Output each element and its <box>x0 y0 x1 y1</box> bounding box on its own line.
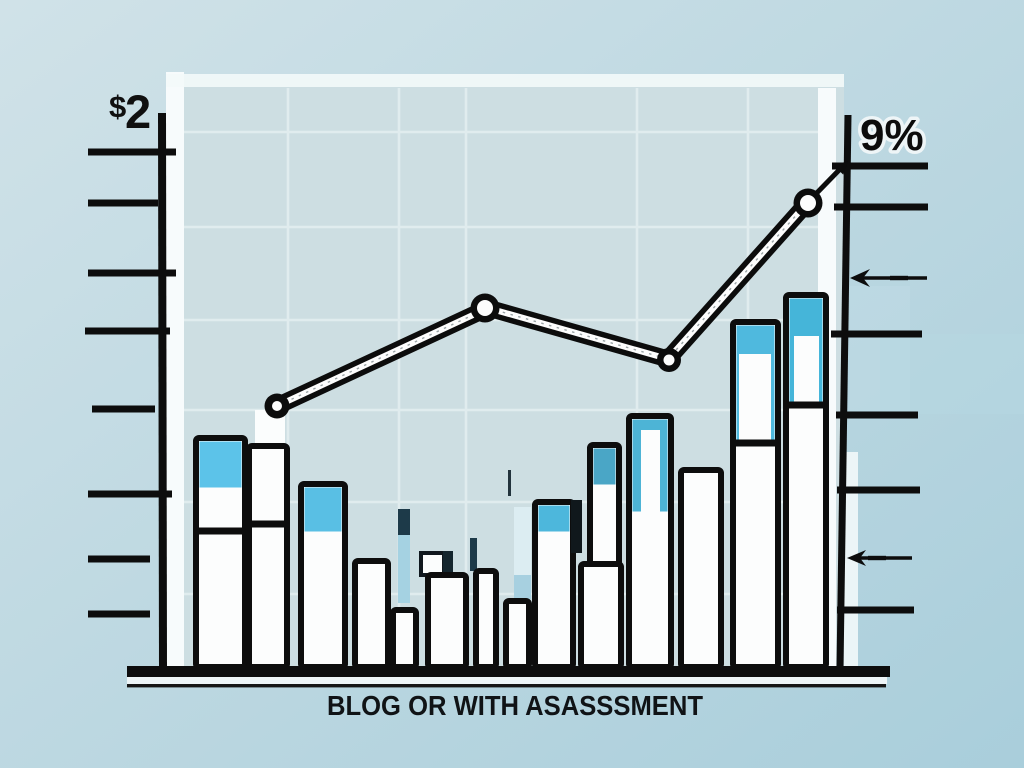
svg-text:$: $ <box>109 89 126 124</box>
svg-text:9%: 9% <box>860 111 924 160</box>
svg-text:BLOG OR WITH ASASSSMENT: BLOG OR WITH ASASSSMENT <box>327 690 703 721</box>
svg-text:2: 2 <box>125 85 151 138</box>
